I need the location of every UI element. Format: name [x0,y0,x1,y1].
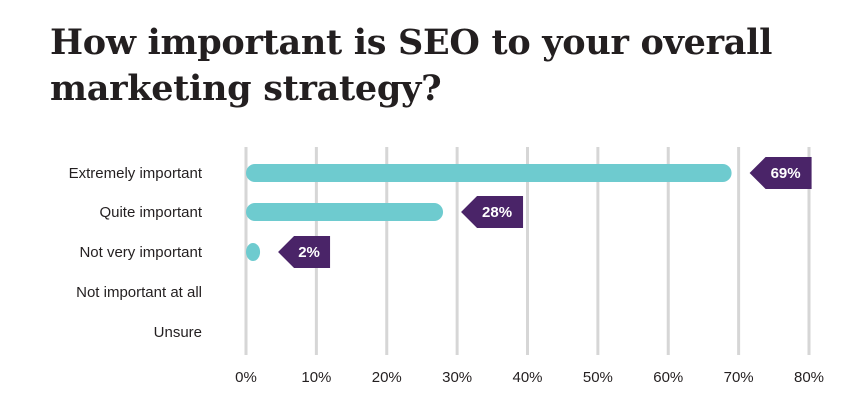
x-tick-label: 40% [512,369,542,386]
x-axis-tick-labels: 0% 10% 20% 30% 40% 50% 60% 70% 80% [235,369,824,386]
data-label: 2% [298,244,320,261]
x-tick-label: 50% [583,369,613,386]
bar [246,164,732,182]
x-tick-label: 60% [653,369,683,386]
data-labels: 69% 28% 2% [278,157,812,268]
bars [246,164,732,261]
x-tick-label: 80% [794,369,824,386]
bar [246,203,444,221]
category-label: Quite important [99,204,202,221]
data-label-tag [749,157,812,189]
x-tick-label: 20% [372,369,402,386]
chart-title: How important is SEO to your overall mar… [50,22,773,109]
data-label-tag [278,236,331,268]
x-tick-label: 70% [724,369,754,386]
bar [246,243,261,261]
x-tick-label: 30% [442,369,472,386]
category-label: Unsure [154,324,202,341]
category-label: Not very important [79,244,202,261]
category-label: Extremely important [69,165,203,182]
data-label-tag [461,196,524,228]
x-tick-label: 0% [235,369,257,386]
data-label: 69% [771,165,801,182]
data-label: 28% [482,204,512,221]
category-label: Not important at all [76,284,202,301]
x-tick-label: 10% [301,369,331,386]
category-labels: Extremely important Quite important Not ve… [69,165,203,341]
